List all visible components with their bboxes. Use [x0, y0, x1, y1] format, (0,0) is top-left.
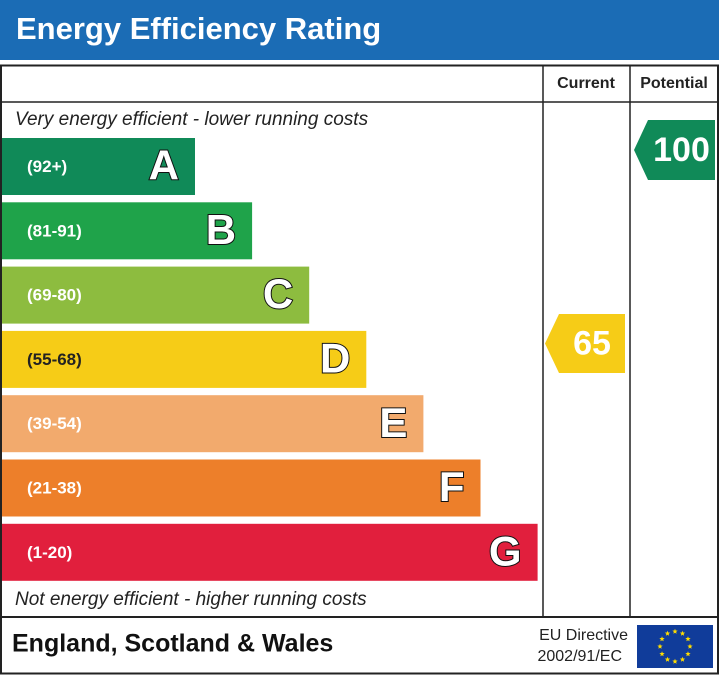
band-letter: B — [206, 206, 236, 253]
eu-star — [679, 656, 686, 662]
directive: 2002/91/EC — [537, 648, 622, 665]
band-range: (92+) — [27, 157, 67, 176]
band-range: (55-68) — [27, 350, 82, 369]
eu-star — [657, 643, 663, 649]
rating-value: 100 — [653, 131, 710, 169]
band — [2, 202, 253, 260]
band-letter: C — [263, 270, 293, 317]
eu-star — [687, 643, 693, 649]
band — [2, 330, 367, 388]
band-letter: G — [489, 527, 522, 574]
band-letter: D — [320, 334, 350, 381]
eu-star — [685, 636, 691, 642]
band — [2, 266, 310, 324]
band-range: (81-91) — [27, 221, 82, 240]
rating-arrow — [545, 314, 625, 373]
eu-star — [672, 628, 678, 634]
band-range: (39-54) — [27, 414, 82, 433]
eu-star — [685, 651, 691, 657]
region: England, Scotland & Wales — [12, 630, 333, 658]
band — [2, 459, 481, 517]
eu-star — [679, 630, 686, 636]
top-note: Very energy efficient - lower running co… — [15, 109, 369, 130]
band — [2, 138, 195, 195]
eu-star — [659, 636, 665, 642]
band-range: (1-20) — [27, 543, 72, 562]
directive: EU Directive — [539, 627, 628, 644]
eu-star — [659, 651, 665, 657]
band-letter: F — [439, 463, 465, 510]
eu-star — [664, 630, 671, 636]
band-range: (21-38) — [27, 478, 82, 497]
title-bar — [0, 0, 719, 60]
rating-arrow — [634, 120, 715, 180]
band — [2, 395, 424, 453]
eu-star — [664, 656, 671, 662]
column-header: Current — [557, 75, 615, 92]
bottom-note: Not energy efficient - higher running co… — [15, 589, 367, 610]
band-letter: E — [379, 399, 407, 446]
title: Energy Efficiency Rating — [16, 11, 381, 46]
band — [2, 523, 538, 581]
column-header: Potential — [640, 75, 708, 92]
band-range: (69-80) — [27, 286, 82, 305]
eu-star — [672, 658, 678, 664]
rating-value: 65 — [573, 324, 611, 362]
band-letter: A — [149, 142, 179, 189]
